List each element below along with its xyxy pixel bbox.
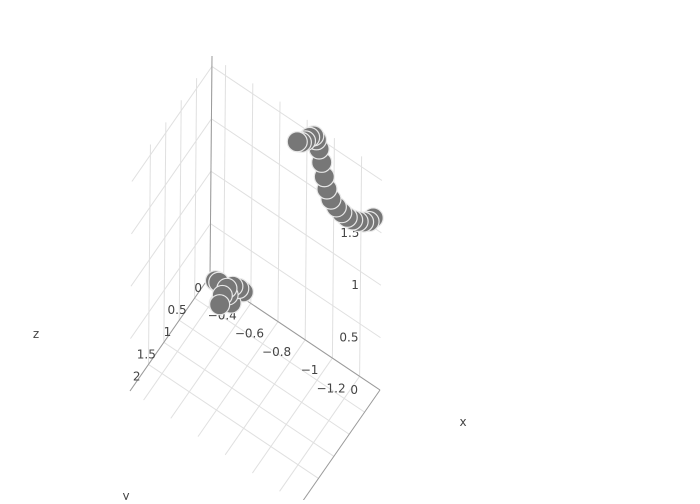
- grid-line: [359, 156, 363, 377]
- x-tick-label: 1: [164, 325, 172, 339]
- grid-line: [131, 66, 213, 182]
- grid-line: [194, 78, 198, 299]
- grid-line: [304, 119, 308, 340]
- y-tick-label: −1.2: [316, 381, 345, 395]
- x-tick-label: 2: [133, 369, 141, 383]
- y-axis-line: [300, 389, 381, 504]
- grid-line: [130, 170, 212, 287]
- grid-lines: [129, 55, 383, 492]
- grid-line: [170, 303, 252, 419]
- x-tick-label: 0: [194, 281, 202, 295]
- z-axis-title: z: [33, 327, 39, 341]
- x-tick-label: 0.5: [168, 303, 187, 317]
- x-floor-edge: [129, 275, 211, 392]
- y-tick-label: −1: [301, 363, 319, 377]
- z-axis-line: [209, 55, 213, 277]
- grid-line: [178, 319, 350, 435]
- y-axis-title: y: [122, 489, 129, 500]
- tick-labels: 00.511.5−1.2−1−0.8−0.6−0.400.511.52: [133, 226, 360, 397]
- grid-line: [130, 223, 211, 339]
- grid-line: [147, 144, 151, 365]
- axis-lines: [129, 55, 381, 504]
- grid-line: [251, 357, 333, 474]
- grid-line: [178, 100, 182, 321]
- grid-line: [250, 83, 254, 304]
- grid-line: [148, 364, 319, 479]
- grid-line: [163, 341, 335, 457]
- y-tick-label: −0.6: [235, 327, 264, 341]
- grid-line: [277, 101, 281, 322]
- markers[interactable]: [204, 125, 384, 316]
- grid-line: [210, 223, 381, 339]
- data-point[interactable]: [286, 131, 308, 153]
- grid-line: [197, 321, 279, 437]
- z-tick-label: 1: [351, 278, 359, 292]
- grid-line: [131, 118, 212, 235]
- grid-line: [223, 65, 227, 286]
- grid-line: [224, 339, 306, 456]
- grid-line: [163, 122, 167, 343]
- axis-titles: x y z: [33, 327, 467, 503]
- y-tick-label: −0.8: [262, 345, 291, 359]
- x-tick-label: 1.5: [137, 347, 156, 361]
- data-point[interactable]: [209, 294, 231, 316]
- grid-line: [211, 66, 383, 181]
- z-tick-label: 0: [350, 383, 358, 397]
- grid-line: [194, 297, 365, 413]
- grid-line: [210, 170, 382, 286]
- grid-line: [279, 376, 361, 492]
- z-tick-label: 0.5: [339, 331, 358, 345]
- x-axis-title: x: [459, 415, 466, 429]
